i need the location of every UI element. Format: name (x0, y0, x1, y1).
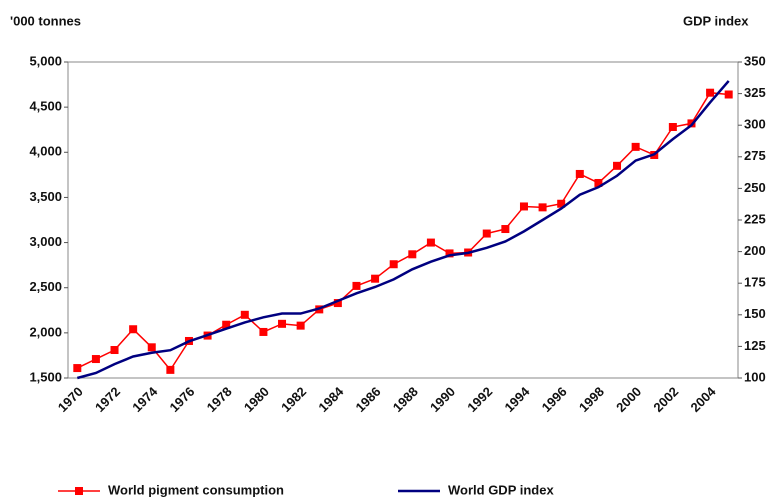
x-tick-label: 1970 (55, 384, 86, 415)
x-tick-label: 1986 (353, 384, 384, 415)
data-point (557, 199, 566, 208)
data-point (91, 355, 100, 364)
data-point (389, 260, 398, 269)
x-tick-label: 1978 (204, 384, 235, 415)
y2-tick-label: 325 (744, 85, 766, 100)
x-tick-label: 2002 (650, 384, 681, 415)
y2-tick-label: 200 (744, 243, 766, 258)
data-point (147, 343, 156, 352)
y-tick-label: 2,000 (29, 324, 62, 339)
data-point (538, 203, 547, 212)
data-point (73, 364, 82, 373)
legend-label: World GDP index (448, 482, 554, 497)
data-point (408, 250, 417, 259)
data-point (129, 325, 138, 334)
x-tick-label: 1994 (501, 383, 533, 415)
y-tick-label: 2,500 (29, 279, 62, 294)
data-point (333, 299, 342, 308)
data-point (371, 274, 380, 283)
y-tick-label: 1,500 (29, 369, 62, 384)
y2-tick-label: 225 (744, 211, 766, 226)
x-tick-label: 1992 (464, 384, 495, 415)
series-line (76, 80, 730, 380)
data-point (352, 281, 361, 290)
data-point (613, 161, 622, 170)
x-tick-label: 1998 (576, 384, 607, 415)
y-tick-label: 5,000 (29, 53, 62, 68)
y-tick-label: 3,000 (29, 234, 62, 249)
y2-tick-label: 250 (744, 180, 766, 195)
y2-tick-label: 300 (744, 117, 766, 132)
x-tick-label: 1974 (129, 383, 161, 415)
y2-tick-label: 125 (744, 338, 766, 353)
data-point (426, 238, 435, 247)
x-tick-label: 1988 (390, 384, 421, 415)
y2-tick-label: 175 (744, 275, 766, 290)
x-tick-label: 1984 (315, 383, 347, 415)
y2-tick-label: 150 (744, 306, 766, 321)
data-point (575, 169, 584, 178)
plot-area (67, 61, 739, 379)
x-tick-label: 1972 (92, 384, 123, 415)
x-tick-label: 2000 (613, 384, 644, 415)
data-point (240, 310, 249, 319)
data-point (166, 365, 175, 374)
y-tick-label: 4,000 (29, 144, 62, 159)
y2-tick-label: 100 (744, 369, 766, 384)
data-point (482, 229, 491, 238)
data-point (706, 88, 715, 97)
y2-tick-label: 350 (744, 53, 766, 68)
y-tick-label: 3,500 (29, 189, 62, 204)
x-tick-label: 1982 (278, 384, 309, 415)
data-point (631, 142, 640, 151)
data-point (110, 346, 119, 355)
legend-marker (75, 487, 83, 495)
series-line (76, 91, 729, 372)
legend-label: World pigment consumption (108, 482, 284, 497)
data-point (594, 178, 603, 187)
data-point (296, 321, 305, 330)
data-point (519, 202, 528, 211)
x-tick-label: 1980 (241, 384, 272, 415)
y2-tick-label: 275 (744, 148, 766, 163)
data-point (724, 90, 733, 99)
data-point (501, 225, 510, 234)
x-tick-label: 1990 (427, 384, 458, 415)
data-point (259, 327, 268, 336)
y-axis-title: '000 tonnes (10, 13, 81, 28)
x-tick-label: 1976 (166, 384, 197, 415)
x-tick-label: 2004 (688, 383, 720, 415)
data-point (445, 249, 454, 258)
y-tick-label: 4,500 (29, 99, 62, 114)
x-tick-label: 1996 (539, 384, 570, 415)
data-point (668, 123, 677, 132)
y2-axis-title: GDP index (683, 13, 749, 28)
data-point (278, 319, 287, 328)
data-point (222, 320, 231, 329)
